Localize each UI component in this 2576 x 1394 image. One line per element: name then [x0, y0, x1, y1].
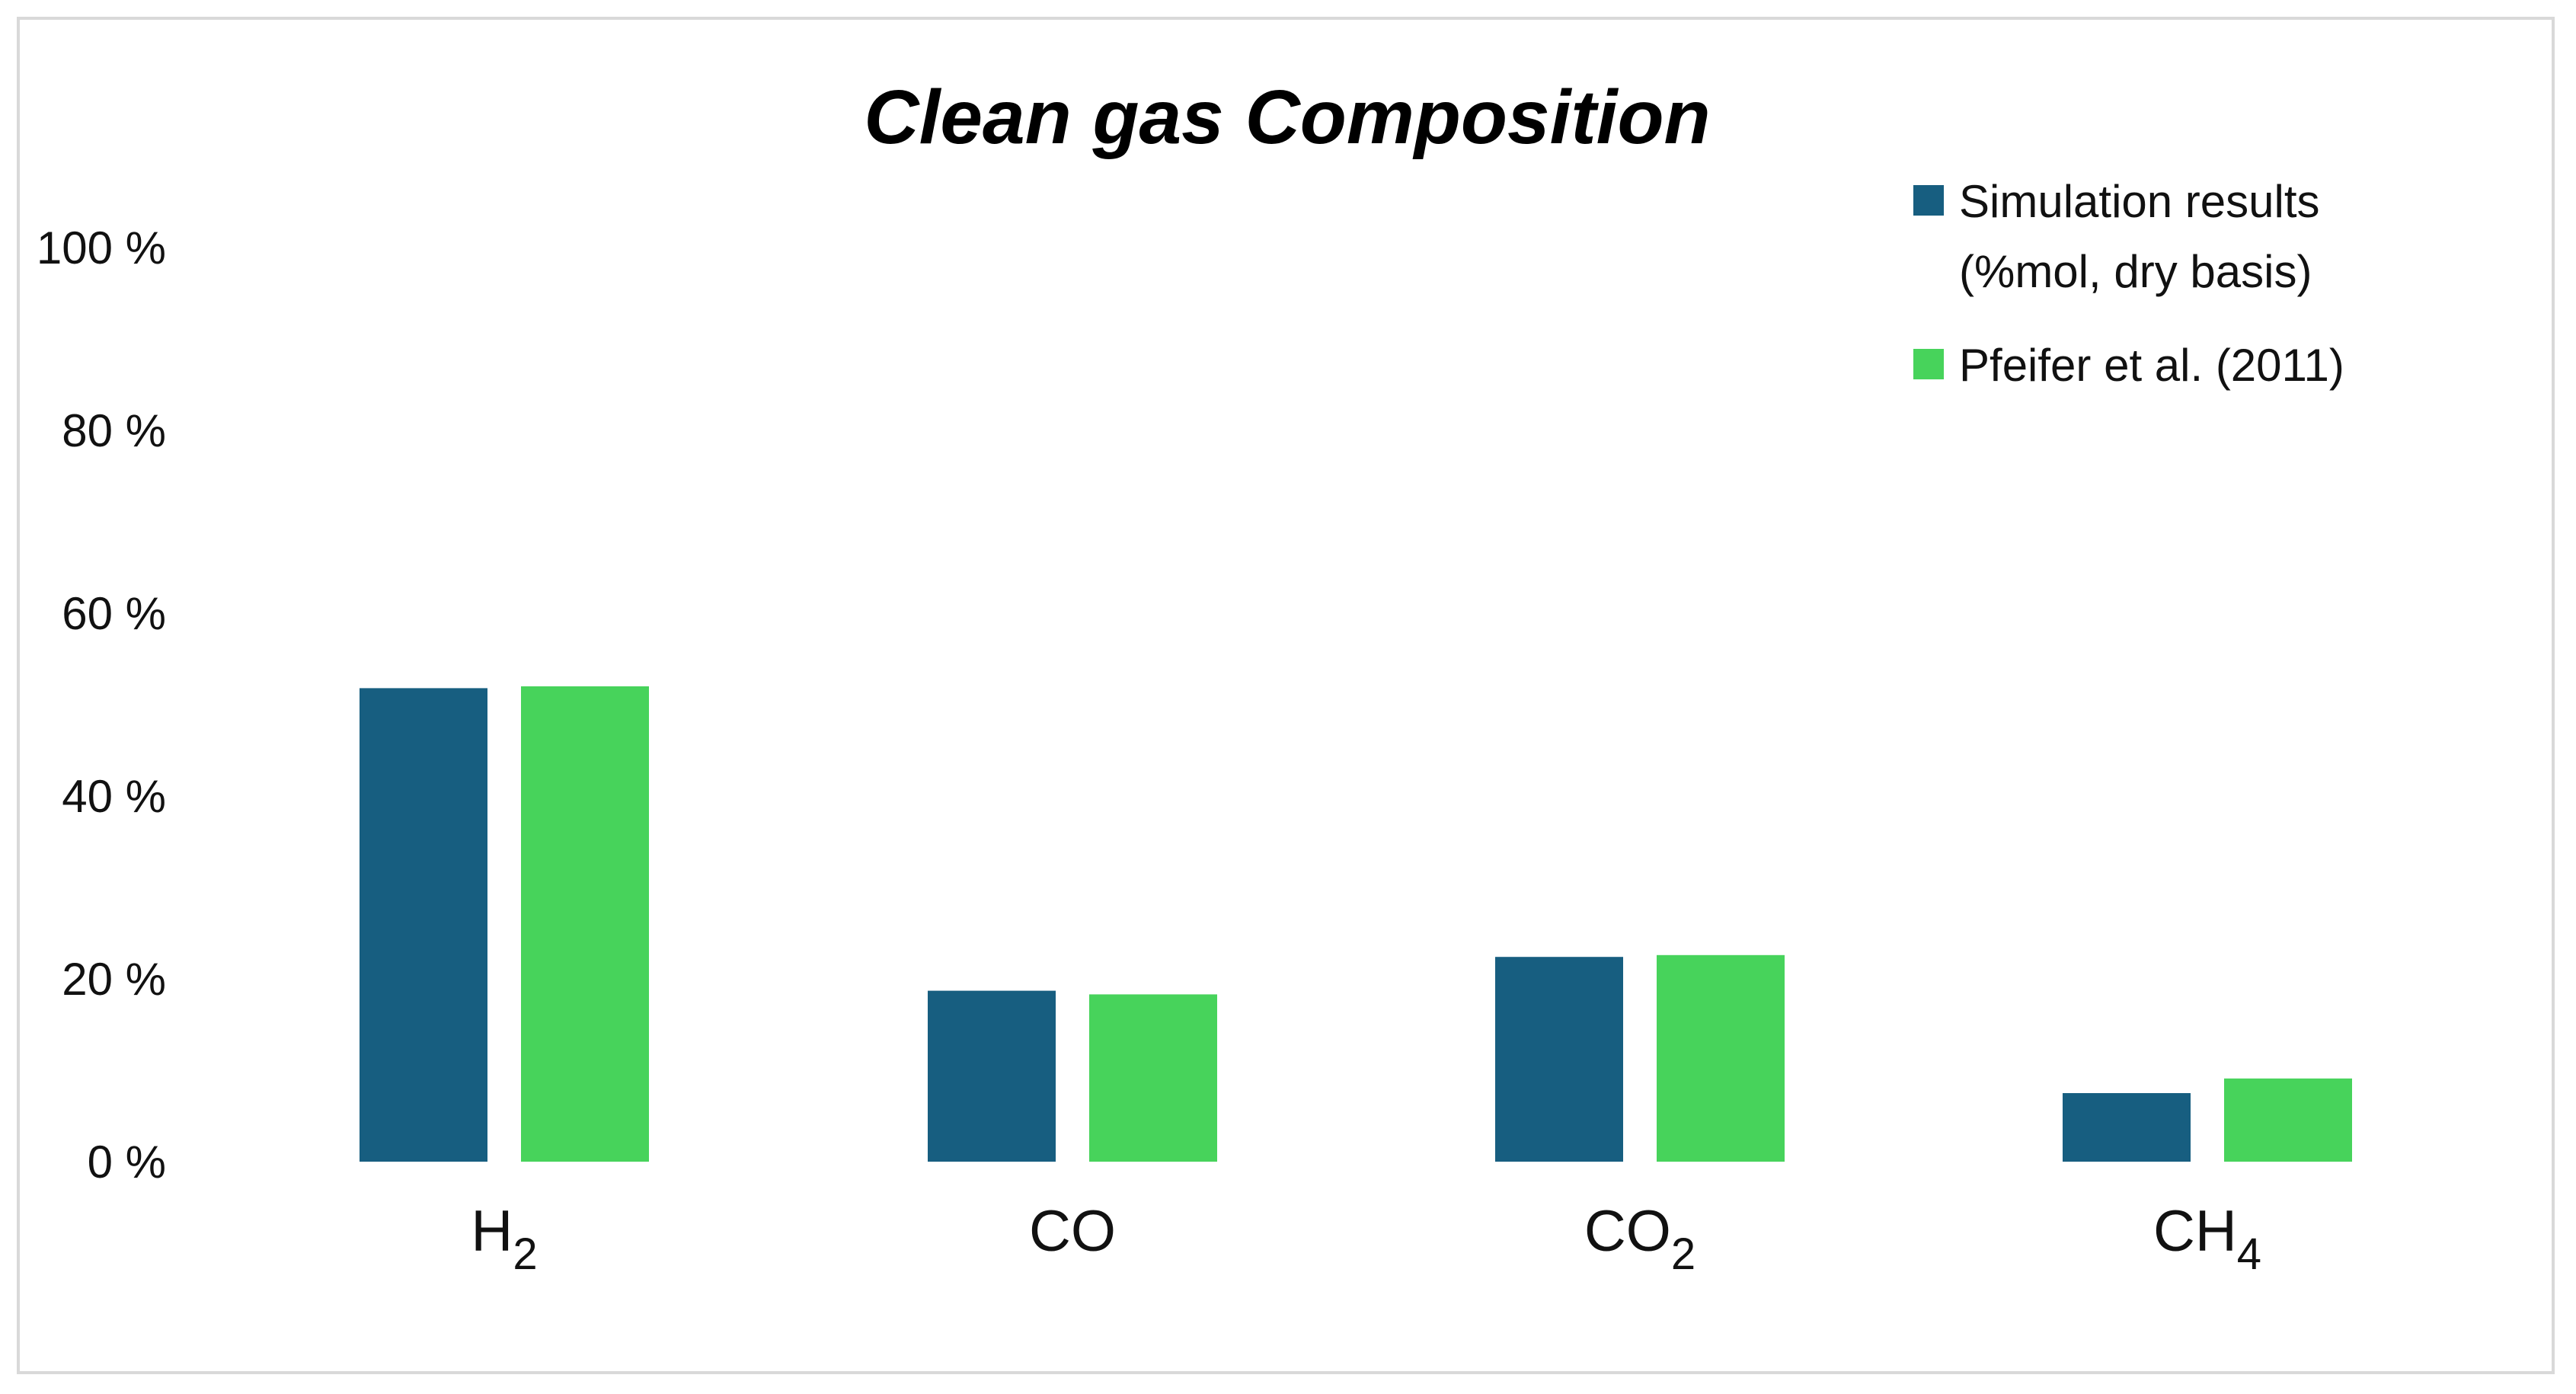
legend: Simulation results (%mol, dry basis) Pfeif…	[1913, 176, 2344, 391]
bar-series-1-cat-4	[2063, 1093, 2191, 1162]
x-category-label: CO2	[1584, 1199, 1695, 1279]
legend-label: Simulation results	[1959, 176, 2320, 227]
legend-swatch-1	[1913, 185, 1944, 216]
y-tick-label: 0 %	[88, 1137, 166, 1188]
y-tick-label: 60 %	[62, 588, 166, 639]
x-category-label: H2	[471, 1199, 537, 1279]
bar-series-1-cat-2	[928, 990, 1056, 1162]
y-tick-label: 40 %	[62, 771, 166, 822]
bars	[360, 686, 2352, 1162]
legend-label: Pfeifer et al. (2011)	[1959, 340, 2344, 391]
bar-series-2-cat-1	[521, 686, 649, 1162]
legend-label: (%mol, dry basis)	[1959, 246, 2312, 297]
bar-series-1-cat-3	[1495, 957, 1623, 1162]
bar-series-2-cat-3	[1657, 954, 1785, 1162]
x-category-label: CO	[1029, 1199, 1116, 1264]
bar-series-2-cat-2	[1089, 994, 1217, 1162]
legend-swatch-2	[1913, 349, 1944, 379]
y-tick-label: 20 %	[62, 954, 166, 1005]
x-category-label: CH4	[2153, 1199, 2261, 1279]
y-tick-label: 80 %	[62, 405, 166, 456]
bar-series-2-cat-4	[2224, 1078, 2352, 1162]
x-axis-categories: H2 CO CO2 CH4	[471, 1199, 2261, 1279]
y-tick-label: 100 %	[37, 222, 166, 273]
bar-series-1-cat-1	[360, 688, 487, 1162]
y-axis-ticks: 0 % 20 % 40 % 60 % 80 % 100 %	[37, 222, 166, 1188]
chart-title: Clean gas Composition	[864, 75, 1710, 160]
